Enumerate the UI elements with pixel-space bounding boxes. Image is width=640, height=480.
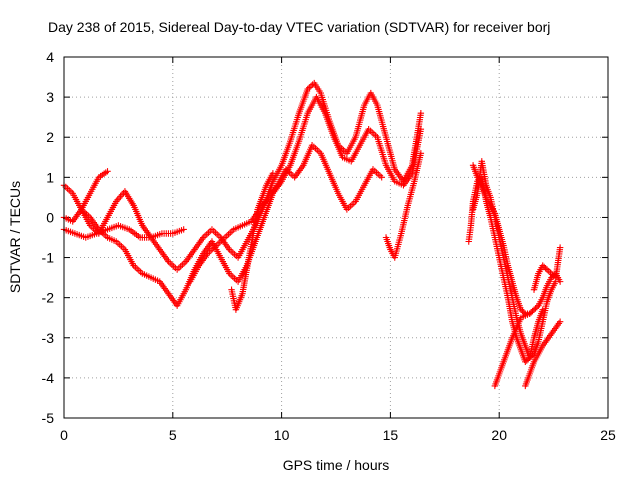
data-point xyxy=(378,174,385,181)
y-tick-label: 1 xyxy=(46,169,54,185)
x-tick-labels: 0 5 10 15 20 25 xyxy=(60,427,616,443)
y-tick-label: 3 xyxy=(46,89,54,105)
data-series xyxy=(60,222,187,241)
y-tick-label: 2 xyxy=(46,129,54,145)
data-point xyxy=(307,82,315,90)
data-point xyxy=(556,318,564,325)
data-series xyxy=(60,79,425,273)
data-series xyxy=(522,318,564,390)
data-point xyxy=(417,126,425,133)
x-tick-label: 10 xyxy=(274,427,290,443)
data-point xyxy=(417,109,425,117)
data-series xyxy=(60,168,111,225)
data-point xyxy=(117,193,124,200)
data-point xyxy=(525,355,532,363)
data-point xyxy=(556,244,564,251)
y-tick-label: -1 xyxy=(42,250,55,266)
data-series xyxy=(530,244,564,293)
y-tick-labels: -5 -4 -3 -2 -1 0 1 2 3 4 xyxy=(42,49,55,426)
y-tick-label: -3 xyxy=(42,330,55,346)
data-point xyxy=(520,309,528,316)
x-tick-label: 15 xyxy=(383,427,399,443)
x-tick-label: 20 xyxy=(491,427,507,443)
data-point xyxy=(526,310,533,317)
data-point xyxy=(542,265,549,272)
data-series xyxy=(491,310,533,390)
data-point xyxy=(115,194,123,202)
data-series xyxy=(187,142,385,285)
y-tick-label: 0 xyxy=(46,209,54,225)
data-series xyxy=(382,150,425,261)
x-tick-label: 5 xyxy=(169,427,177,443)
data-series xyxy=(78,93,425,309)
data-series xyxy=(228,170,277,313)
x-tick-label: 0 xyxy=(60,427,68,443)
data-marks xyxy=(60,79,564,390)
data-point xyxy=(269,170,277,177)
data-point xyxy=(104,168,111,175)
x-tick-label: 25 xyxy=(600,427,616,443)
data-point xyxy=(180,226,187,233)
data-point xyxy=(533,303,541,311)
y-axis-label: SDTVAR / TECUs xyxy=(7,181,23,293)
y-tick-label: 4 xyxy=(46,49,54,65)
data-point xyxy=(539,306,546,313)
x-axis-label: GPS time / hours xyxy=(283,457,390,473)
y-tick-label: -5 xyxy=(42,410,55,426)
data-point xyxy=(417,150,425,157)
chart-title: Day 238 of 2015, Sidereal Day-to-day VTE… xyxy=(48,19,550,35)
y-tick-label: -4 xyxy=(42,370,55,386)
plot-frame xyxy=(63,56,609,419)
data-series xyxy=(465,174,546,366)
y-tick-label: -2 xyxy=(42,290,55,306)
